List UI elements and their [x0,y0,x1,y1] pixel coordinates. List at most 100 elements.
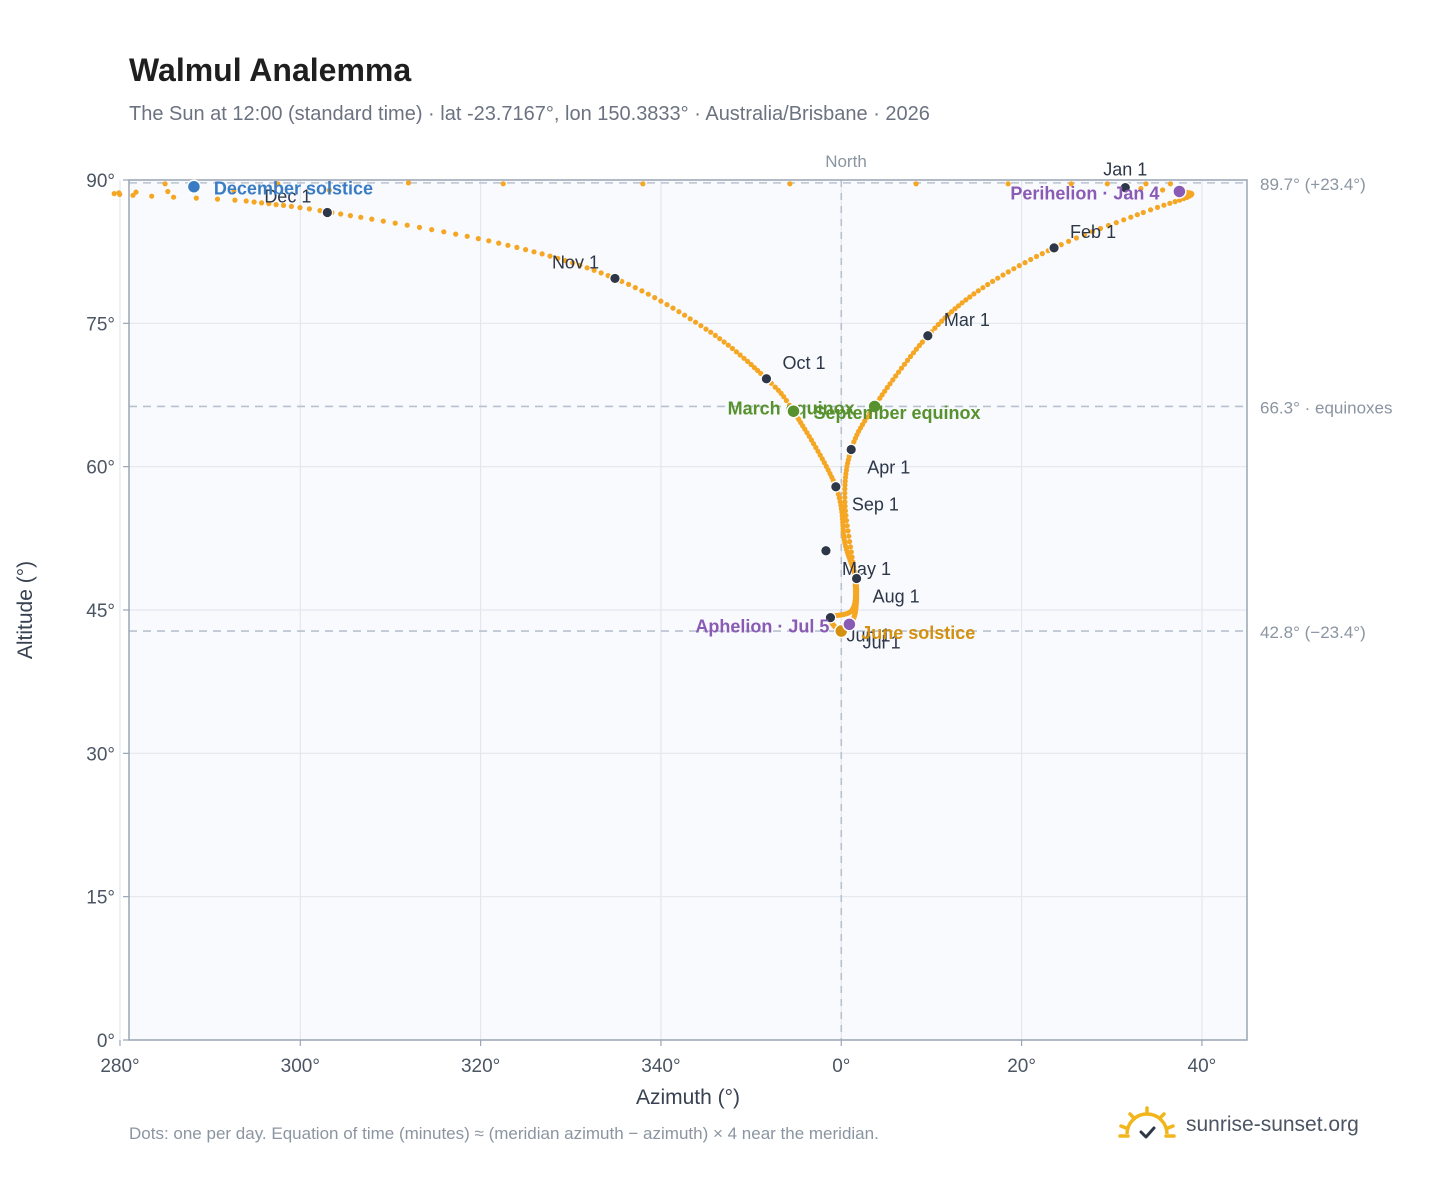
daily-sun-dot [708,329,714,335]
daily-sun-dot [703,326,709,332]
daily-sun-dot [843,512,849,519]
daily-sun-dot [598,270,604,276]
brand-name: sunrise-sunset.org [1186,1113,1359,1136]
daily-sun-dot [670,305,676,311]
chart-title: Walmul Analemma [129,52,412,88]
daily-sun-dot [165,188,171,195]
event-label: December solstice [214,179,373,199]
daily-sun-dot [162,181,168,187]
x-axis-label: Azimuth (°) [636,1086,740,1109]
daily-sun-dot [1113,220,1119,226]
chart-subtitle: The Sun at 12:00 (standard time) · lat -… [129,103,930,125]
daily-sun-dot [693,319,699,325]
daily-sun-dot [306,206,312,212]
sun-logo-icon [1118,1106,1176,1139]
daily-sun-dot [266,201,272,207]
month-label: Jun 1 [846,626,890,646]
daily-sun-dot [787,181,793,187]
event-marker [186,179,202,194]
daily-sun-dot [405,180,412,186]
y-tick-label: 75° [86,314,115,335]
daily-sun-dot [783,397,790,404]
daily-sun-dot [985,281,991,288]
daily-sun-dot [712,332,718,338]
event-marker [842,617,857,632]
daily-sun-dot [942,315,948,321]
month-label: Sep 1 [852,495,899,515]
event-label: September equinox [813,403,980,423]
daily-sun-dot [326,187,332,193]
daily-sun-dot [1005,181,1011,187]
daily-sun-dot [967,294,973,300]
month-marker [850,572,863,585]
event-label: June solstice [861,623,975,643]
daily-sun-dot [464,233,470,239]
x-tick-label: 320° [461,1056,500,1077]
daily-sun-dot [193,195,199,201]
daily-sun-dot [639,288,645,294]
daily-sun-dot [676,309,682,315]
daily-sun-dot [907,353,914,360]
daily-sun-dot [231,188,237,194]
daily-sun-dot [392,220,398,226]
daily-sun-dot [687,316,693,322]
daily-sun-dot [1167,200,1173,206]
daily-sun-dot [842,474,849,480]
daily-sun-dot [1081,232,1087,238]
daily-sun-dot [658,298,664,304]
x-tick-label: 0° [832,1056,850,1077]
daily-sun-dot [347,213,353,219]
y-tick-label: 45° [86,601,115,622]
daily-sun-dot [847,544,854,550]
daily-sun-dot [772,384,778,390]
daily-sun-dot [486,238,492,244]
daily-sun-dot [901,361,908,367]
daily-sun-dot [562,258,568,264]
daily-sun-dot [995,275,1001,281]
daily-sun-dot [939,318,945,324]
daily-sun-dot [429,227,435,233]
brand-logo[interactable]: sunrise-sunset.org [1118,1100,1359,1150]
daily-sun-dot [1033,253,1040,260]
daily-sun-dot [913,346,920,352]
month-marker [1119,181,1132,194]
daily-sun-dot [500,181,506,187]
daily-sun-dot [1148,207,1154,213]
y-axis-label: Altitude (°) [14,561,37,659]
daily-sun-dot [232,197,238,203]
daily-sun-dot [338,211,344,217]
month-marker [830,480,842,493]
daily-sun-dot [1066,238,1072,244]
daily-sun-dot [1073,235,1079,241]
daily-sun-dot [505,242,511,248]
daily-sun-dot [547,253,553,259]
daily-sun-dot [416,224,423,230]
month-label: Apr 1 [867,457,910,477]
daily-sun-dot [1167,181,1173,187]
y-tick-label: 60° [86,458,115,479]
daily-sun-dot [751,365,758,371]
month-label: Nov 1 [552,252,599,272]
x-tick-label: 40° [1188,1056,1217,1077]
daily-sun-dot [817,452,823,458]
daily-sun-dot [523,247,529,253]
x-tick-label: 300° [281,1056,320,1077]
daily-sun-dot [570,260,576,266]
daily-sun-dot [514,244,520,250]
daily-sun-dot [1138,186,1144,192]
daily-sun-dot [775,387,782,393]
daily-sun-dot [1105,222,1112,229]
daily-sun-dot [844,523,850,529]
daily-sun-dot [275,181,281,187]
daily-sun-dot [626,281,632,287]
month-marker [845,443,857,456]
month-marker [922,329,934,342]
daily-sun-dot [1058,242,1064,248]
daily-sun-dot [380,218,386,224]
y-tick-label: 90° [86,171,115,192]
daily-sun-dot [733,349,740,355]
daily-sun-dot [584,265,590,271]
daily-sun-dot [896,369,902,375]
